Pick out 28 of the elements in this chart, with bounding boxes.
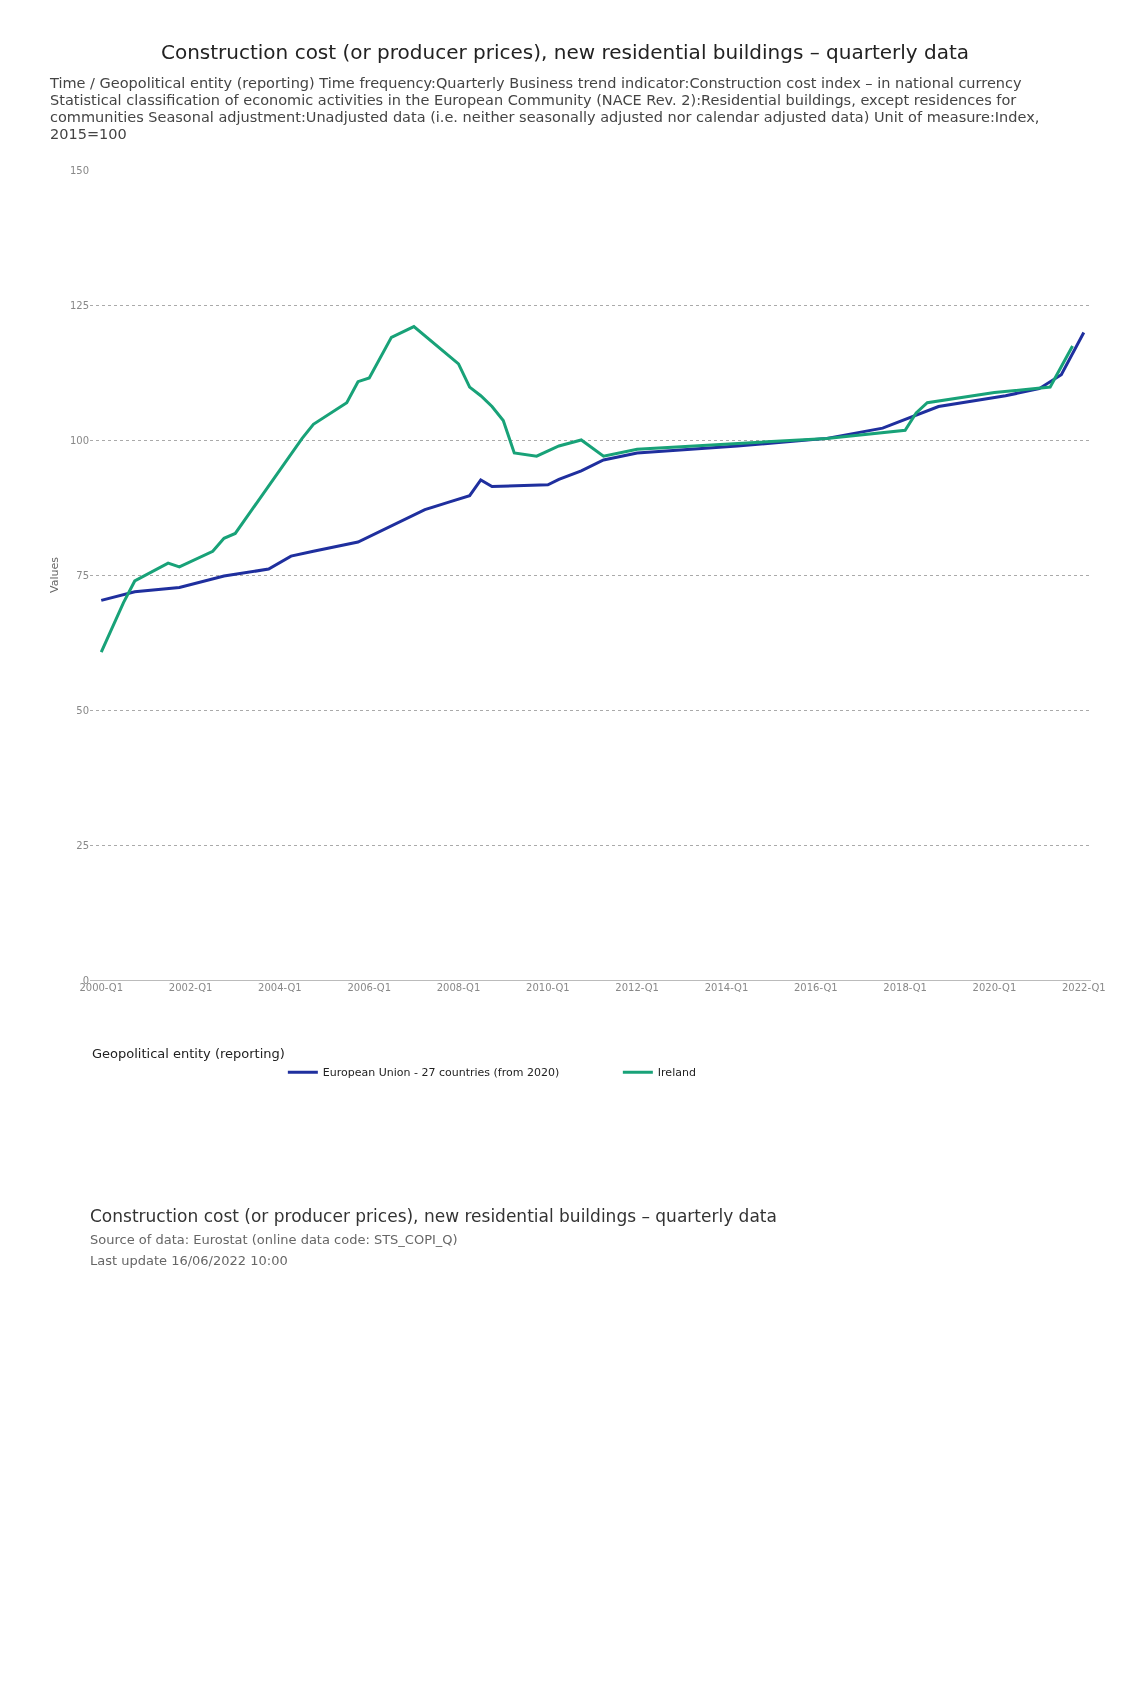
x-tick-label: 2008-Q1 <box>436 982 481 993</box>
line-series <box>99 325 1075 654</box>
x-tick-label: 2012-Q1 <box>615 982 659 993</box>
x-tick-label: 2020-Q1 <box>972 982 1017 993</box>
x-tick-label: 2006-Q1 <box>347 982 392 993</box>
legend-title: Geopolitical entity (reporting) <box>92 1045 285 1061</box>
x-tick-label: 2004-Q1 <box>258 982 302 993</box>
text: Last update 16/06/2022 10:00 <box>90 1253 289 1268</box>
chart-subtitle: Time / Geopolitical entity (reporting) Time frequency:Quarterly Business trend indicator:Construction cost index – in national currency Statistical classification of economic activities in the European Community (NACE Rev. 2):Residential buildings, except residences for communities Seasonal adjustment:Unadjusted data (i.e. neither seasonally adjusted nor calendar adjusted data) Unit of measure:Index, 2015=100 <box>50 75 1041 143</box>
legend-label: Ireland <box>657 1066 696 1080</box>
x-tick-label: 2010-Q1 <box>526 982 570 993</box>
x-tick-label: 2002-Q1 <box>168 982 213 993</box>
y-axis-title: Values <box>48 556 61 593</box>
legend-label: European Union - 27 countries (from 2020) <box>322 1066 560 1080</box>
source-note: Source of data: Eurostat (online data code: STS_COPI_Q) <box>90 1232 459 1247</box>
y-tick-label: 125 <box>69 299 89 311</box>
x-tick-label: 2016-Q1 <box>793 982 838 993</box>
y-tick-label: 100 <box>69 434 89 446</box>
y-tick-label: 150 <box>69 164 89 176</box>
x-tick-label: 2014-Q1 <box>704 982 749 993</box>
text: Construction cost (or producer prices), new residential buildings – quarterly data <box>90 1206 778 1226</box>
y-tick-label: 50 <box>76 704 89 716</box>
x-tick-label: 2018-Q1 <box>883 982 927 993</box>
y-tick-label: 25 <box>76 839 89 851</box>
chart-title: Construction cost (or producer prices), new residential buildings – quarterly data <box>159 40 971 64</box>
line-series <box>99 331 1086 602</box>
x-tick-label: 2022-Q1 <box>1061 982 1106 993</box>
y-tick-label: 75 <box>76 569 89 581</box>
